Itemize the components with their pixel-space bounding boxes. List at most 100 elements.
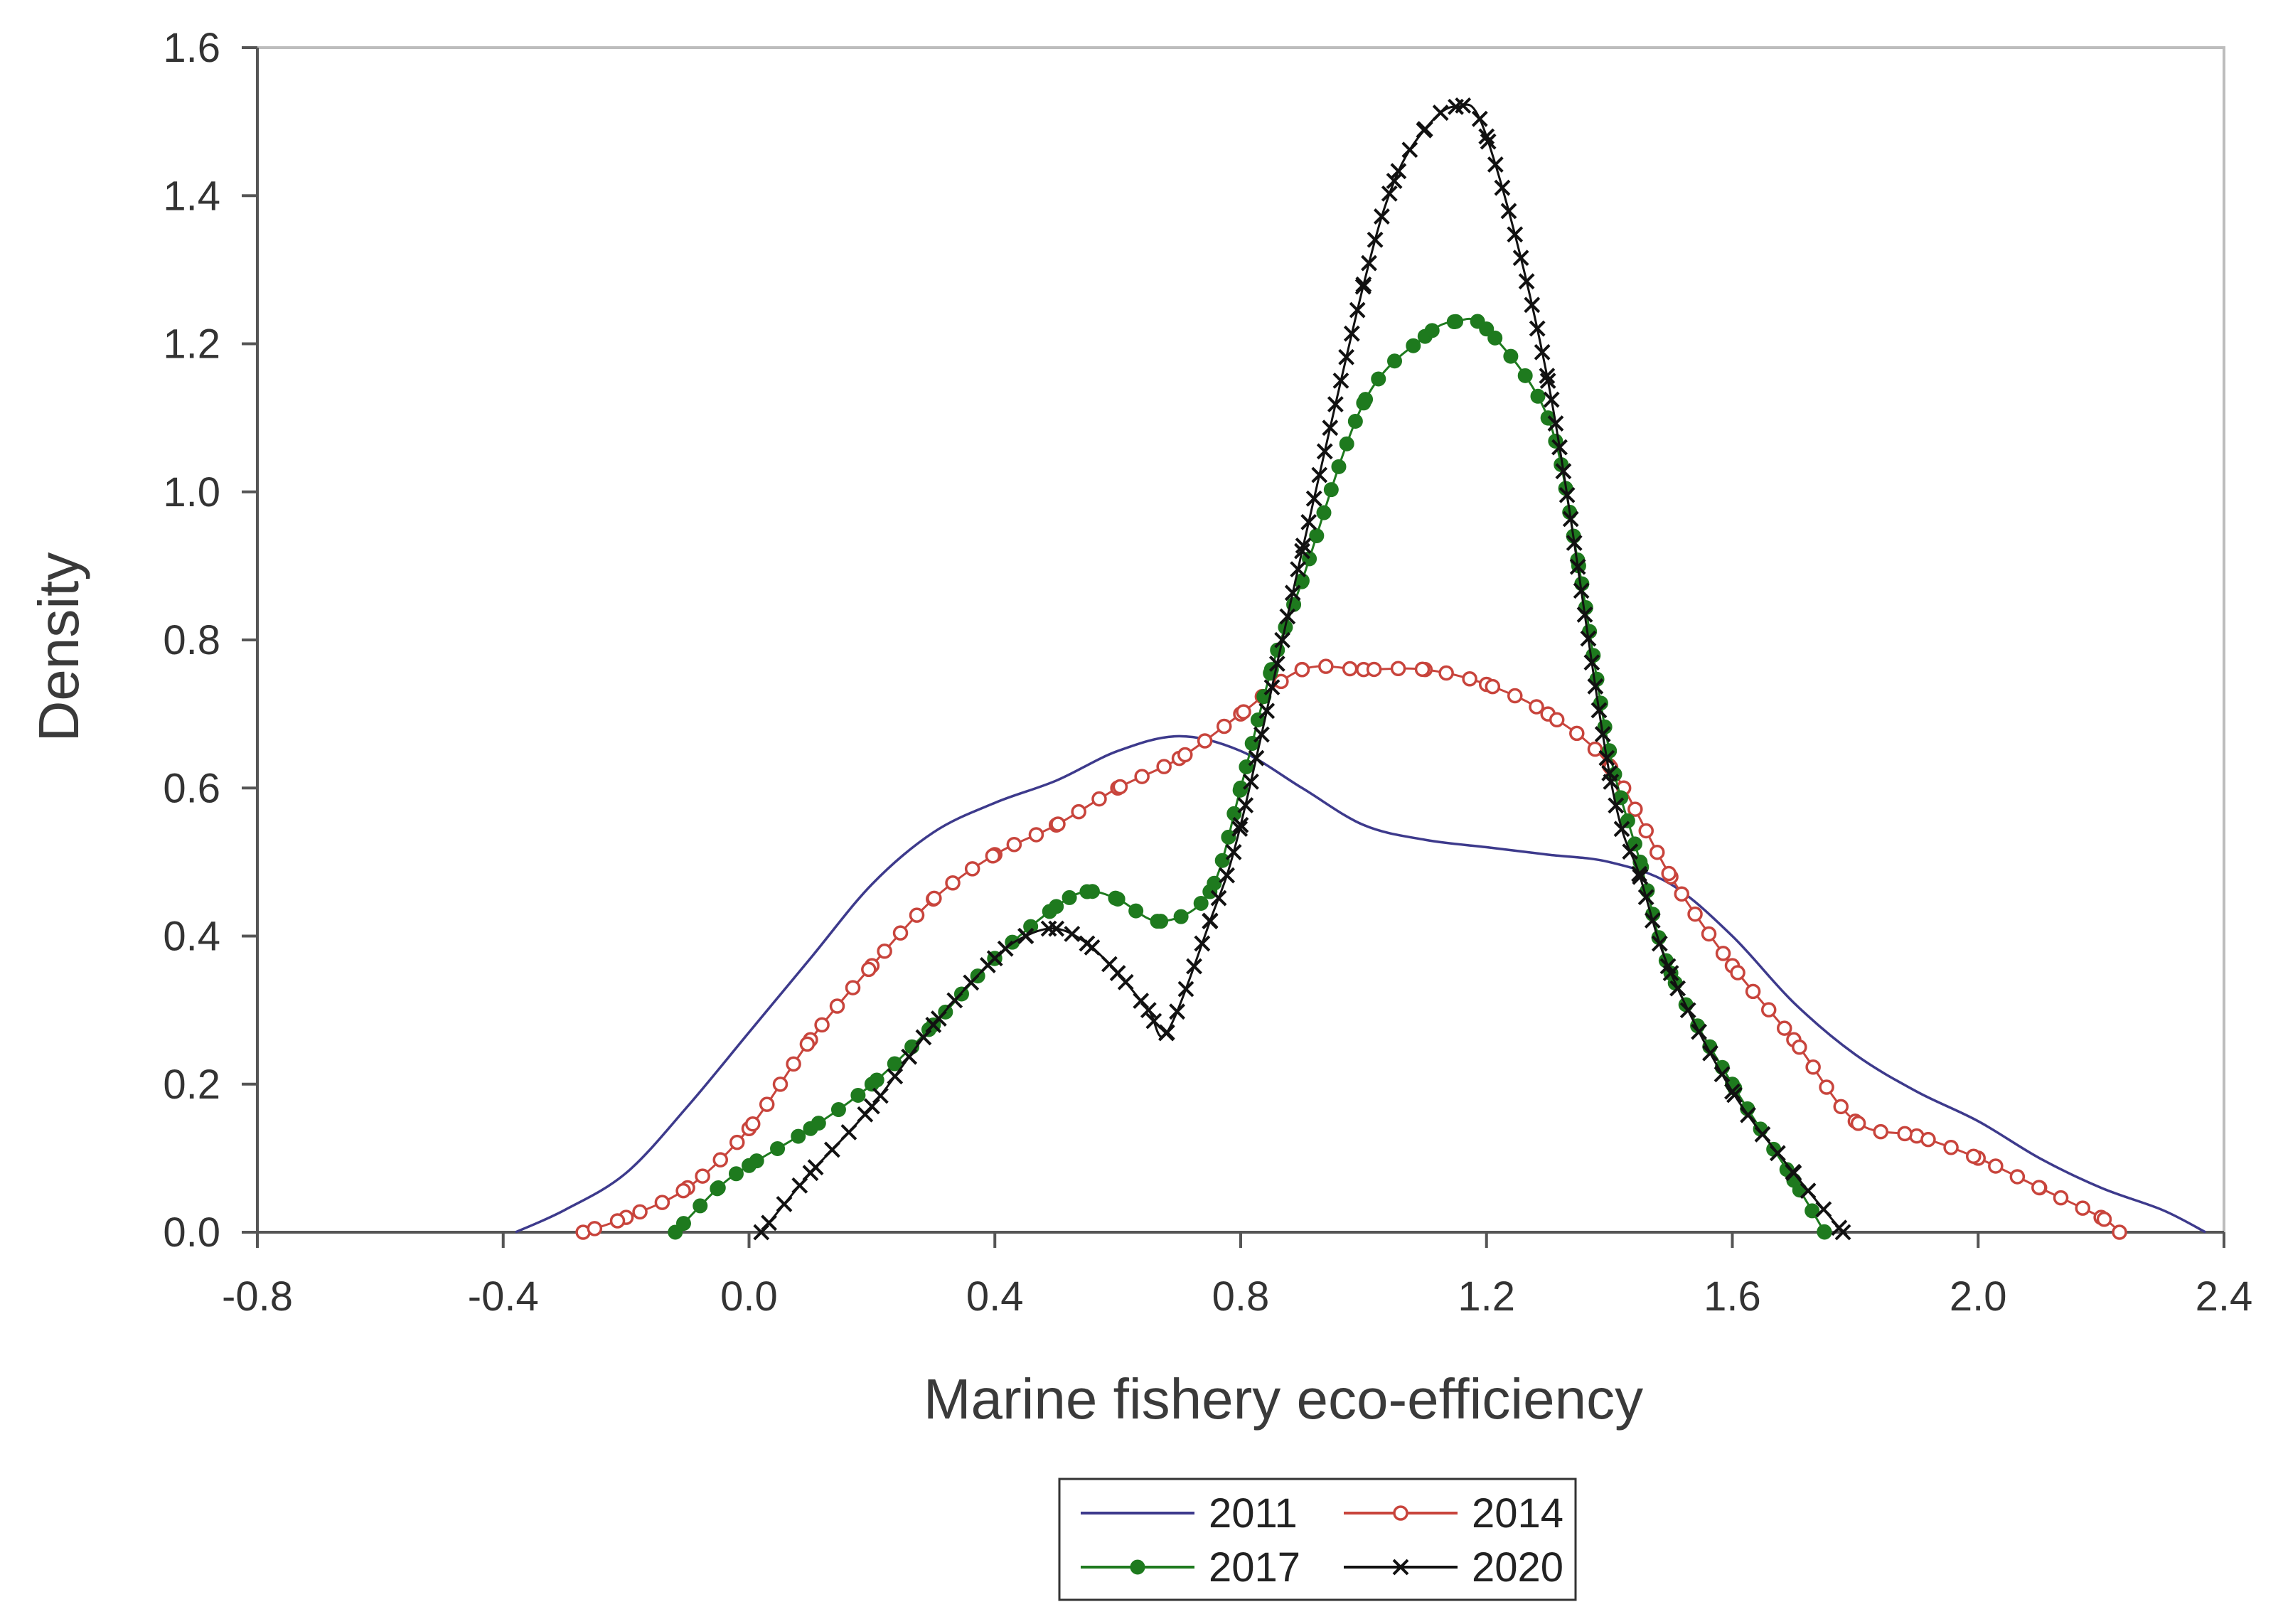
series-marker-2014 (2096, 1211, 2112, 1227)
data-point-2020 (1294, 543, 1310, 560)
series-marker-2020 (946, 992, 963, 1009)
series-marker-2020 (1679, 1002, 1696, 1019)
series-marker-2014 (1792, 1039, 1807, 1055)
series-marker-2017 (1214, 853, 1230, 868)
series-marker-2020 (1576, 606, 1593, 623)
series-marker-2014 (1549, 712, 1565, 728)
series-marker-2014 (945, 875, 961, 891)
series-marker-2014 (1701, 926, 1717, 942)
series-marker-2014 (744, 1116, 761, 1132)
series-marker-2014 (1715, 946, 1731, 961)
series-marker-2017 (1339, 436, 1354, 452)
series-marker-2014 (1529, 699, 1544, 715)
series-marker-2017 (1358, 392, 1374, 407)
x-tick-label: 0.4 (966, 1273, 1024, 1320)
series-marker-2017 (1309, 528, 1325, 543)
series-marker-2017 (869, 1072, 884, 1088)
legend-label: 2017 (1209, 1544, 1300, 1591)
series-2017 (668, 314, 1832, 1240)
y-tick-label: 0.6 (163, 765, 220, 811)
series-marker-2020 (1284, 584, 1301, 602)
series-marker-2014 (1318, 658, 1334, 674)
y-axis: 0.0 0.2 0.4 0.6 0.8 1.0 1.2 1.4 1.6 (163, 25, 257, 1256)
series-marker-2020 (1268, 656, 1285, 672)
series-marker-2020 (1243, 773, 1259, 790)
series-marker-2017 (1517, 368, 1533, 383)
series-2020 (753, 97, 1851, 1241)
series-marker-2020 (1583, 654, 1600, 671)
series-marker-2014 (829, 998, 845, 1014)
series-marker-2020 (1702, 1045, 1718, 1062)
series-marker-2020 (1327, 396, 1344, 412)
data-point-2020 (1478, 128, 1495, 145)
legend-swatch-marker (1393, 1505, 1408, 1521)
series-marker-2014 (712, 1152, 729, 1168)
series-marker-2020 (1225, 844, 1242, 860)
series-marker-2014 (1156, 759, 1172, 774)
legend-item-2014: 2014 (1344, 1490, 1563, 1537)
series-marker-2014 (1674, 886, 1690, 902)
series-marker-2020 (1305, 490, 1322, 507)
series-marker-2020 (1562, 511, 1579, 528)
series-marker-2020 (1248, 749, 1265, 766)
series-marker-2014 (1569, 725, 1585, 742)
series-marker-2020 (1539, 368, 1556, 385)
x-tick-label: -0.8 (222, 1273, 293, 1320)
series-marker-2014 (1050, 816, 1066, 832)
series-marker-2014 (675, 1182, 691, 1199)
series-marker-2014 (1873, 1123, 1888, 1140)
series-marker-2014 (1638, 823, 1654, 839)
series-marker-2020 (840, 1123, 857, 1140)
series-line-2014 (582, 665, 2121, 1234)
series-marker-2020 (1754, 1126, 1771, 1143)
series-marker-2014 (654, 1195, 670, 1210)
series-line-2011 (515, 734, 2206, 1234)
series-marker-2020 (1263, 679, 1280, 696)
series-marker-2014 (1071, 803, 1086, 820)
series-marker-2020 (1713, 1066, 1731, 1083)
y-tick-label: 0.8 (163, 617, 220, 663)
series-marker-2014 (1777, 1020, 1792, 1036)
series-marker-2020 (1354, 278, 1372, 295)
series-marker-2020 (1637, 889, 1654, 906)
series-marker-2014 (609, 1213, 626, 1229)
series-marker-2017 (1062, 890, 1077, 905)
series-marker-2017 (830, 1102, 846, 1118)
series-marker-2020 (1300, 513, 1317, 530)
y-tick-label: 1.4 (163, 173, 220, 219)
series-marker-2020 (1494, 179, 1511, 196)
legend-box (1058, 1478, 1577, 1601)
series-marker-2020 (1590, 702, 1608, 719)
series-marker-2020 (1349, 301, 1366, 319)
series-marker-2020 (1555, 463, 1572, 480)
series-marker-2014 (1134, 769, 1150, 784)
series-marker-2020 (1455, 97, 1472, 114)
series-marker-2014 (1850, 1116, 1866, 1131)
series-marker-2014 (845, 980, 861, 995)
legend-label: 2014 (1472, 1490, 1563, 1537)
series-marker-2014 (1197, 733, 1213, 749)
series-marker-2014 (1833, 1099, 1849, 1115)
legend-item-2011: 2011 (1081, 1490, 1298, 1537)
series-marker-2020 (1416, 122, 1433, 139)
series-marker-2017 (1424, 323, 1440, 338)
series-marker-2020 (1332, 372, 1349, 389)
series-marker-2020 (1512, 250, 1529, 267)
series-marker-2020 (963, 974, 980, 991)
series-marker-2020 (1622, 843, 1639, 860)
series-marker-2020 (1769, 1145, 1786, 1162)
series-marker-2014 (1217, 718, 1232, 734)
series-marker-2020 (1258, 703, 1276, 720)
series-marker-2020 (1608, 797, 1625, 814)
series-marker-2020 (1603, 774, 1620, 790)
series-marker-2020 (1367, 231, 1384, 248)
series-marker-2017 (1042, 904, 1057, 919)
legend-swatch-marker (1130, 1559, 1145, 1575)
series-marker-2017 (791, 1128, 806, 1144)
series-marker-2014 (1897, 1126, 1913, 1142)
series-marker-2014 (1236, 704, 1251, 720)
series-2011 (515, 734, 2206, 1234)
series-marker-2020 (1145, 1013, 1162, 1030)
series-marker-2020 (1543, 391, 1560, 408)
